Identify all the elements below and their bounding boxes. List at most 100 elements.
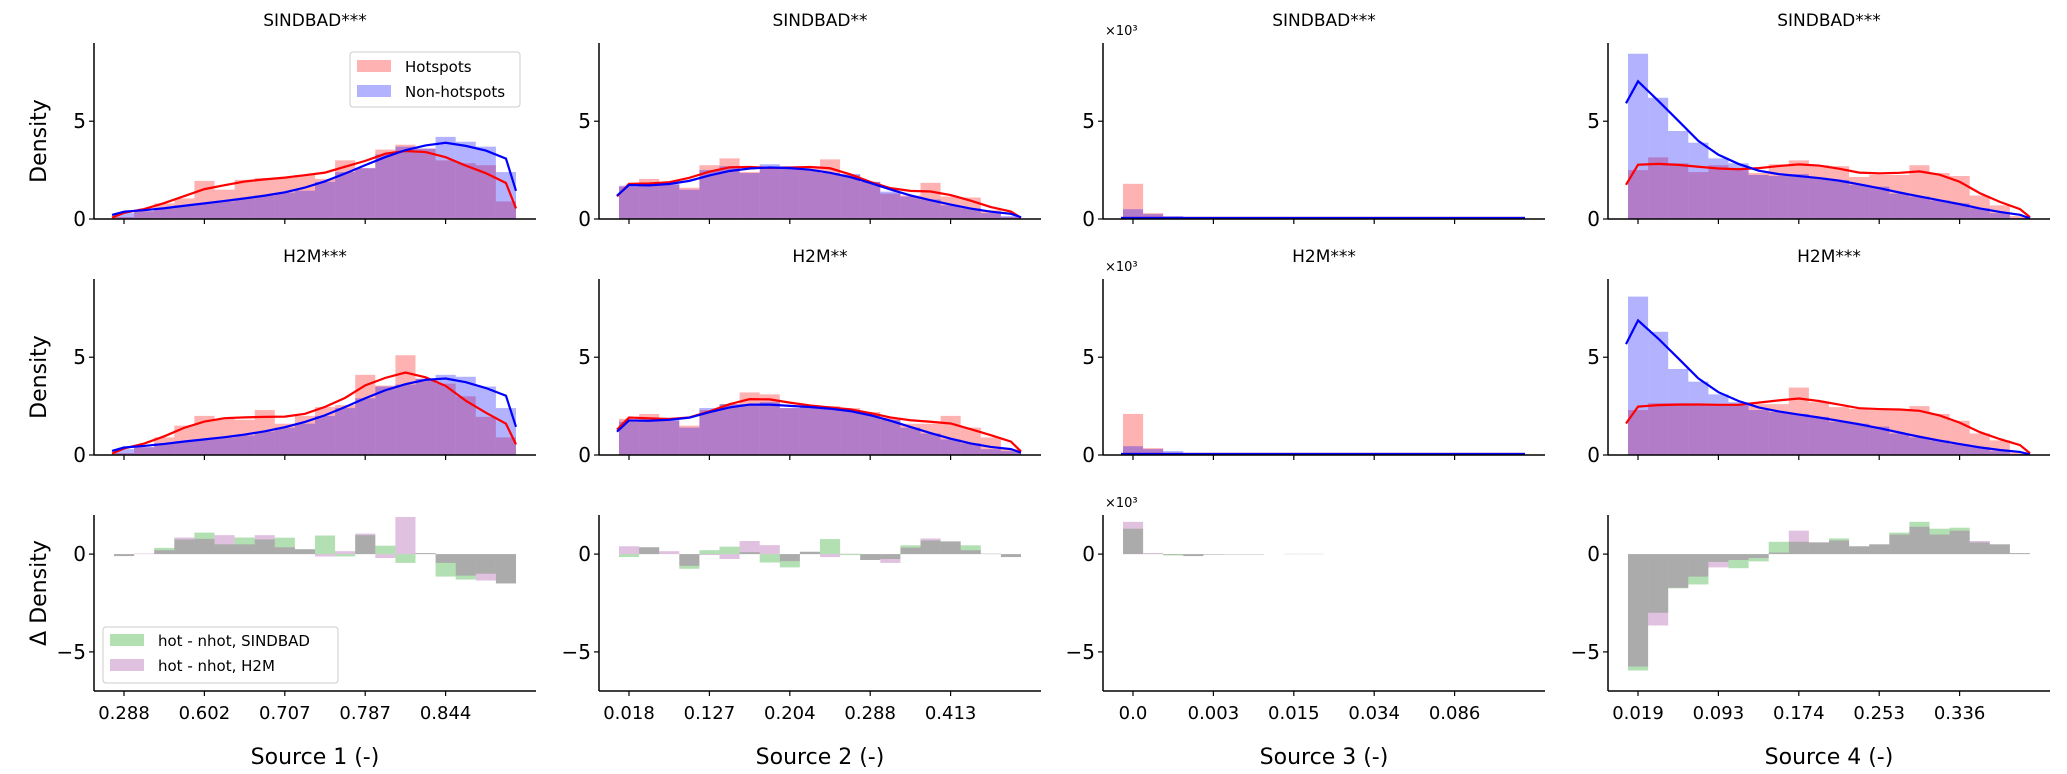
nonhotspots-bar: [315, 181, 336, 219]
y-tick-label: 5: [578, 109, 591, 133]
hotspots-bar: [639, 178, 660, 219]
nonhotspots-bar: [1869, 426, 1890, 455]
diff-sindbad-bar: [1788, 541, 1809, 555]
diff-sindbad-bar: [779, 554, 800, 568]
y-tick-label: 5: [1587, 109, 1600, 133]
diff-h2m-bar: [1183, 554, 1204, 557]
panel-1: 0 5 SINDBAD*** 0 5 H2M*** 0.288 0.602 0.707 0.787…: [57, 11, 536, 770]
legend-diff-sindbad-label: hot - nhot, SINDBAD: [158, 632, 310, 650]
x-axis-label: Source 3 (-): [1260, 745, 1389, 770]
hotspots-bar: [759, 394, 780, 455]
diff-sindbad-bar: [315, 535, 336, 555]
nonhotspots-bar: [960, 208, 981, 219]
diff-h2m-bar: [759, 545, 780, 555]
hotspots-bar: [294, 415, 315, 455]
hotspots-bar: [980, 210, 1001, 219]
diff-h2m-bar: [355, 533, 376, 555]
diff-sindbad-bar: [1829, 538, 1850, 555]
hotspots-bar: [1969, 433, 1990, 455]
diff-sindbad-bar: [1989, 544, 2010, 555]
nonhotspots-bar: [355, 168, 376, 219]
nonhotspots-bar: [1123, 446, 1144, 455]
diff-h2m-bar: [194, 538, 215, 555]
nonhotspots-bar: [1648, 331, 1669, 455]
diff-h2m-bar: [900, 547, 921, 555]
nonhotspots-bar: [679, 427, 700, 455]
hotspots-bar: [455, 163, 476, 219]
diff-sindbad-bar: [375, 545, 396, 555]
nonhotspots-bar: [900, 427, 921, 455]
nonhotspots-bar: [274, 427, 295, 455]
nonhotspots-bar: [779, 166, 800, 219]
hotspots-bar: [1869, 175, 1890, 219]
nonhotspots-bar: [254, 195, 275, 219]
panel-3: 0 5 ×10³ SINDBAD*** 0 5 ×10³ H2M*** 0.0 0.003 0.01…: [1066, 11, 1545, 770]
x-tick-label: 0.707: [259, 703, 311, 724]
diff-h2m-bar: [920, 538, 941, 555]
nonhotspots-kde-line: [1625, 318, 2031, 456]
nonhotspots-bar: [639, 419, 660, 455]
diff-sindbad-bar: [1969, 542, 1990, 555]
y-axis-label: Density: [27, 335, 52, 419]
diff-sindbad-bar: [1000, 554, 1021, 558]
diff-sindbad-bar: [114, 554, 135, 557]
nonhotspots-bar: [355, 398, 376, 455]
hotspots-bar: [355, 168, 376, 219]
hotspots-bar: [860, 181, 881, 219]
x-tick-label: 0.034: [1348, 703, 1400, 724]
panel-title: SINDBAD***: [1272, 11, 1376, 31]
nonhotspots-bar: [1949, 203, 1970, 219]
diff-h2m-bar: [1889, 534, 1910, 555]
diff-sindbad-bar: [355, 535, 376, 555]
hotspots-bar: [355, 374, 376, 455]
hotspots-bar: [2009, 452, 2030, 455]
hotspots-bar: [1788, 387, 1809, 455]
nonhotspots-bar: [920, 199, 941, 219]
nonhotspots-bar: [799, 406, 820, 455]
nonhotspots-bar: [274, 192, 295, 219]
hotspots-bar: [840, 408, 861, 455]
nonhotspots-bar: [174, 205, 195, 219]
diff-sindbad-bar: [174, 539, 195, 555]
hotspots-bar: [1708, 165, 1729, 219]
nonhotspots-bar: [455, 376, 476, 455]
nonhotspots-bar: [1829, 421, 1850, 455]
hotspots-bar: [1688, 172, 1709, 219]
hotspots-bar: [699, 165, 720, 219]
legend-frame: [102, 626, 339, 684]
panel-title: SINDBAD***: [263, 11, 367, 31]
diff-h2m-bar: [254, 535, 275, 555]
hotspots-bar: [1748, 404, 1769, 455]
diff-sindbad-bar: [475, 554, 496, 574]
hotspots-bar: [1909, 165, 1930, 219]
nonhotspots-bar: [840, 410, 861, 455]
x-tick-label: 0.015: [1268, 703, 1320, 724]
diff-sindbad-bar: [679, 554, 700, 569]
diff-sindbad-bar: [759, 554, 780, 563]
hotspots-bar: [1648, 403, 1669, 455]
diff-h2m-bar: [1708, 554, 1729, 568]
hotspots-bar: [415, 378, 436, 455]
diff-sindbad-bar: [1949, 527, 1970, 555]
nonhotspots-bar: [719, 404, 740, 455]
nonhotspots-bar: [619, 421, 640, 455]
nonhotspots-bar: [1969, 447, 1990, 455]
diff-sindbad-bar: [1628, 554, 1649, 671]
diff-h2m-bar: [495, 554, 516, 584]
diff-sindbad-bar: [1163, 554, 1184, 556]
hotspots-bar: [375, 385, 396, 455]
nonhotspots-bar: [194, 439, 215, 455]
nonhotspots-bar: [475, 146, 496, 219]
hotspots-bar: [254, 177, 275, 219]
hotspots-bar: [194, 415, 215, 455]
nonhotspots-bar: [980, 449, 1001, 455]
nonhotspots-bar: [114, 449, 135, 455]
nonhotspots-bar: [699, 408, 720, 455]
hotspots-bar: [1969, 195, 1990, 219]
nonhotspots-bar: [719, 166, 740, 219]
legend-diff-h2m-label: hot - nhot, H2M: [158, 657, 275, 675]
density-axes-row2: 0 5 ×10³ H2M***: [1082, 247, 1545, 467]
nonhotspots-bar: [1748, 410, 1769, 455]
hotspots-kde-line: [111, 371, 517, 455]
hotspots-bar: [315, 407, 336, 455]
